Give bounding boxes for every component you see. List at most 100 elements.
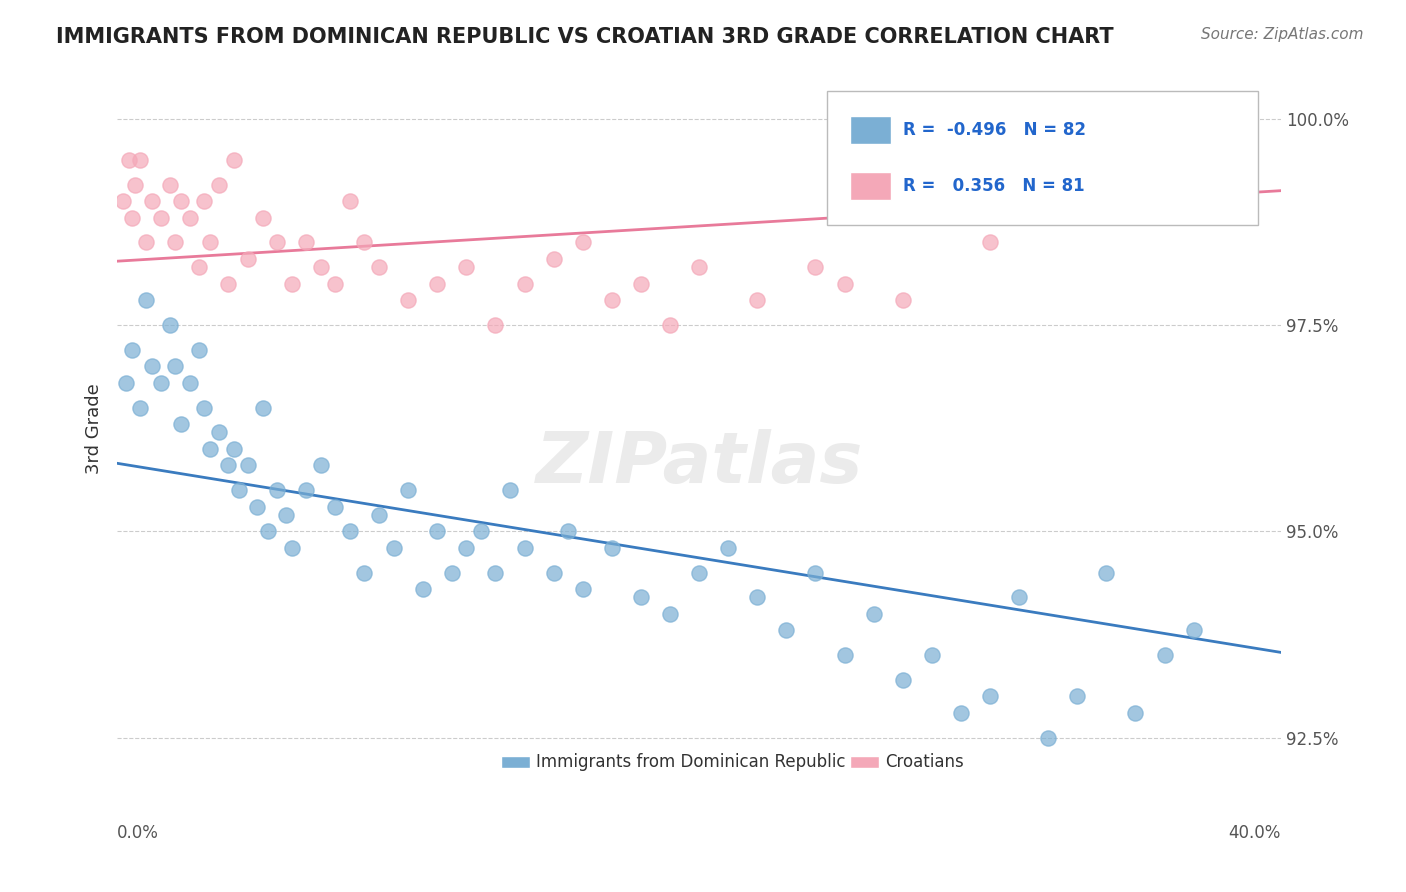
Bar	[851, 756, 880, 768]
Point	[543, 566, 565, 580]
Point	[187, 343, 209, 357]
Point	[124, 178, 146, 192]
Point	[499, 483, 522, 497]
Point	[484, 566, 506, 580]
Point	[222, 153, 245, 167]
Point	[484, 318, 506, 332]
Point	[165, 359, 187, 374]
Text: Immigrants from Dominican Republic: Immigrants from Dominican Republic	[536, 753, 845, 771]
Text: R =  -0.496   N = 82: R = -0.496 N = 82	[903, 121, 1085, 139]
Point	[949, 706, 972, 720]
Point	[921, 648, 943, 662]
Point	[149, 211, 172, 225]
Text: Source: ZipAtlas.com: Source: ZipAtlas.com	[1201, 27, 1364, 42]
Point	[513, 541, 536, 555]
Point	[179, 376, 201, 390]
Point	[979, 690, 1001, 704]
Point	[222, 442, 245, 456]
Point	[1095, 566, 1118, 580]
Point	[111, 194, 134, 209]
Text: 40.0%: 40.0%	[1229, 824, 1281, 842]
Text: R =   0.356   N = 81: R = 0.356 N = 81	[903, 178, 1084, 195]
Point	[440, 566, 463, 580]
Point	[688, 260, 710, 275]
Point	[353, 235, 375, 250]
Point	[295, 235, 318, 250]
Point	[325, 500, 347, 514]
Point	[149, 376, 172, 390]
Point	[295, 483, 318, 497]
Text: IMMIGRANTS FROM DOMINICAN REPUBLIC VS CROATIAN 3RD GRADE CORRELATION CHART: IMMIGRANTS FROM DOMINICAN REPUBLIC VS CR…	[56, 27, 1114, 46]
Point	[688, 566, 710, 580]
Point	[862, 607, 884, 621]
Point	[252, 211, 274, 225]
Text: ZIPatlas: ZIPatlas	[536, 429, 863, 498]
Point	[630, 277, 652, 291]
Point	[659, 607, 682, 621]
Point	[979, 235, 1001, 250]
Point	[187, 260, 209, 275]
Point	[309, 260, 332, 275]
Point	[193, 194, 215, 209]
Bar	[851, 116, 891, 145]
Point	[804, 566, 827, 580]
Point	[1038, 731, 1060, 745]
Point	[804, 260, 827, 275]
FancyBboxPatch shape	[827, 92, 1258, 225]
Point	[513, 277, 536, 291]
Point	[165, 235, 187, 250]
Point	[236, 458, 259, 473]
Point	[159, 178, 181, 192]
Point	[200, 442, 222, 456]
Point	[543, 252, 565, 266]
Point	[571, 235, 593, 250]
Point	[274, 508, 297, 522]
Point	[747, 293, 769, 308]
Point	[252, 401, 274, 415]
Point	[426, 277, 449, 291]
Point	[325, 277, 347, 291]
Point	[129, 153, 152, 167]
Point	[426, 524, 449, 539]
Point	[775, 624, 797, 638]
Point	[170, 194, 193, 209]
Point	[121, 211, 143, 225]
Point	[217, 458, 239, 473]
Point	[412, 582, 434, 596]
Point	[600, 293, 623, 308]
Point	[115, 376, 138, 390]
Point	[382, 541, 405, 555]
Point	[368, 508, 391, 522]
Point	[200, 235, 222, 250]
Point	[747, 591, 769, 605]
Point	[396, 483, 419, 497]
Point	[891, 293, 914, 308]
Point	[121, 343, 143, 357]
Point	[1125, 706, 1147, 720]
Point	[396, 293, 419, 308]
Point	[456, 541, 478, 555]
Point	[1066, 690, 1088, 704]
Point	[118, 153, 141, 167]
Y-axis label: 3rd Grade: 3rd Grade	[86, 383, 103, 474]
Point	[600, 541, 623, 555]
Point	[891, 673, 914, 687]
Point	[1182, 624, 1205, 638]
Point	[141, 194, 163, 209]
Point	[834, 277, 856, 291]
Point	[208, 178, 231, 192]
Point	[470, 524, 492, 539]
Point	[353, 566, 375, 580]
Point	[159, 318, 181, 332]
Point	[135, 293, 157, 308]
Point	[281, 277, 304, 291]
Point	[309, 458, 332, 473]
Text: 0.0%: 0.0%	[117, 824, 159, 842]
Point	[266, 235, 288, 250]
Bar	[501, 756, 530, 768]
Point	[228, 483, 250, 497]
Point	[368, 260, 391, 275]
Point	[557, 524, 579, 539]
Text: Croatians: Croatians	[886, 753, 965, 771]
Point	[630, 591, 652, 605]
